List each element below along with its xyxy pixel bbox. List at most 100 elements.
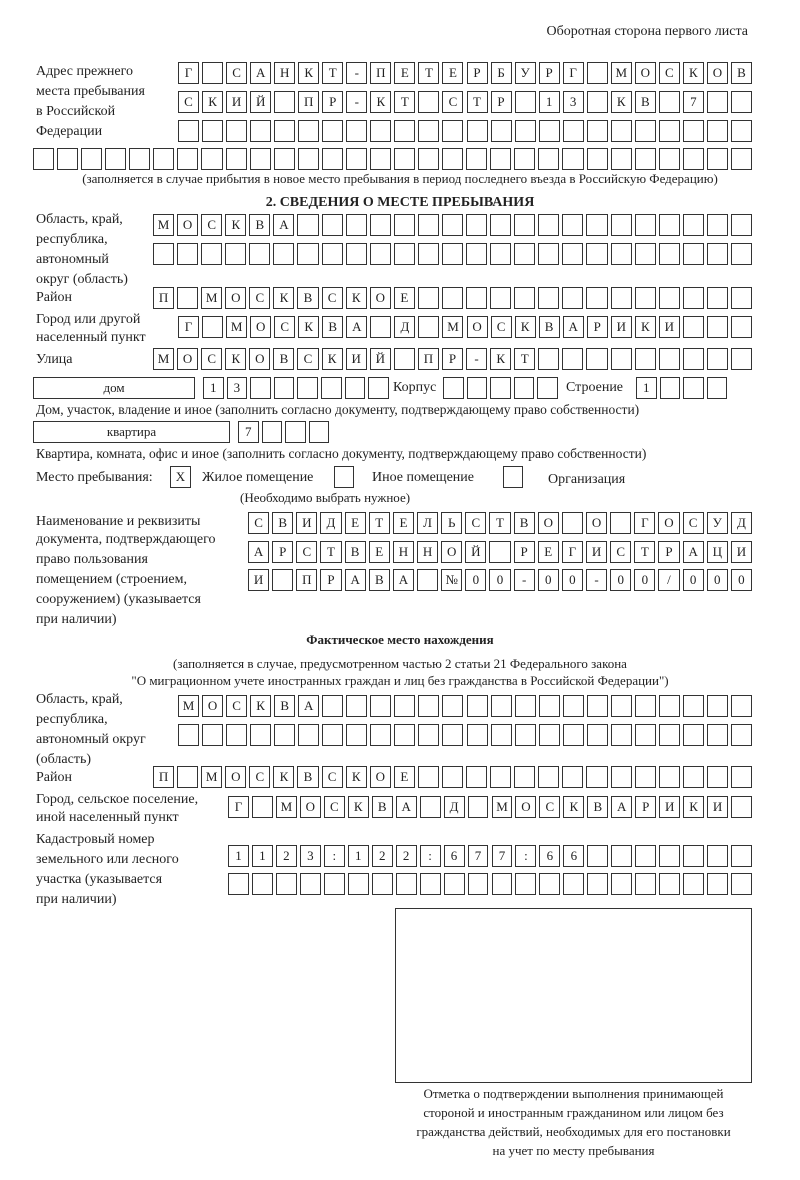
char-cell[interactable]: 0 [730,569,752,591]
char-cell[interactable] [251,796,273,818]
char-cell[interactable]: 2 [395,845,417,867]
char-cell[interactable]: А [562,316,584,338]
char-cell[interactable]: Т [418,62,440,84]
char-cell[interactable] [562,766,584,788]
char-cell[interactable] [562,243,584,265]
char-cell[interactable] [369,214,391,236]
char-cell[interactable]: В [730,62,752,84]
char-cell[interactable] [538,724,560,746]
char-cell[interactable]: С [226,62,248,84]
char-cell[interactable] [538,148,560,170]
char-cell[interactable] [322,724,344,746]
char-cell[interactable]: Г [178,62,200,84]
char-cell[interactable] [467,796,489,818]
char-cell[interactable]: И [586,541,608,563]
char-cell[interactable] [610,766,632,788]
char-cell[interactable]: Т [368,512,390,534]
char-cell[interactable]: 0 [537,569,559,591]
char-cell[interactable] [634,766,656,788]
char-cell[interactable] [272,569,294,591]
char-cell[interactable] [562,695,584,717]
char-cell[interactable] [466,766,488,788]
char-cell[interactable] [417,766,439,788]
char-cell[interactable]: С [178,91,200,113]
char-cell[interactable]: Т [634,541,656,563]
char-cell[interactable] [33,148,55,170]
char-cell[interactable]: Ц [706,541,728,563]
char-cell[interactable] [611,873,633,895]
char-cell[interactable] [466,214,488,236]
char-cell[interactable] [658,287,680,309]
char-cell[interactable] [706,724,728,746]
char-cell[interactable]: А [346,316,368,338]
char-cell[interactable]: О [586,512,608,534]
char-cell[interactable] [706,120,728,142]
char-cell[interactable] [274,120,296,142]
char-cell[interactable] [273,243,295,265]
char-cell[interactable]: С [249,287,271,309]
char-cell[interactable]: И [707,796,729,818]
char-cell[interactable] [658,243,680,265]
char-cell[interactable] [634,214,656,236]
char-cell[interactable] [226,120,248,142]
char-cell[interactable] [418,148,440,170]
char-cell[interactable] [285,421,306,443]
char-cell[interactable]: Д [443,796,465,818]
char-cell[interactable] [561,512,583,534]
char-cell[interactable]: С [539,796,561,818]
char-cell[interactable] [177,766,199,788]
char-cell[interactable] [297,214,319,236]
char-cell[interactable] [682,724,704,746]
char-cell[interactable]: К [514,316,536,338]
char-cell[interactable] [683,873,705,895]
char-cell[interactable]: О [177,348,199,370]
char-cell[interactable] [538,214,560,236]
char-cell[interactable]: Д [730,512,752,534]
char-cell[interactable] [682,243,704,265]
char-cell[interactable]: К [225,214,247,236]
char-cell[interactable]: О [249,348,271,370]
char-cell[interactable]: А [250,62,272,84]
char-cell[interactable] [418,724,440,746]
char-cell[interactable]: 2 [371,845,393,867]
char-cell[interactable] [225,148,247,170]
char-cell[interactable] [683,845,705,867]
char-cell[interactable] [178,120,200,142]
char-cell[interactable]: Г [178,316,200,338]
char-cell[interactable] [610,243,632,265]
char-cell[interactable]: Р [272,541,294,563]
char-cell[interactable] [538,695,560,717]
char-cell[interactable] [706,316,728,338]
char-cell[interactable]: А [344,569,366,591]
char-cell[interactable]: 1 [538,91,560,113]
char-cell[interactable] [153,148,175,170]
stay-option-residential-checkbox[interactable]: X [170,466,191,488]
char-cell[interactable] [261,421,283,443]
char-cell[interactable]: И [296,512,318,534]
char-cell[interactable]: К [345,766,367,788]
char-cell[interactable] [322,120,344,142]
char-cell[interactable]: С [658,62,680,84]
char-cell[interactable] [466,287,488,309]
char-cell[interactable] [730,348,752,370]
char-cell[interactable]: К [298,62,320,84]
char-cell[interactable] [658,695,680,717]
char-cell[interactable] [371,873,393,895]
char-cell[interactable] [344,377,366,399]
char-cell[interactable]: 6 [563,845,585,867]
char-cell[interactable] [658,148,680,170]
char-cell[interactable] [419,796,441,818]
char-cell[interactable]: 0 [561,569,583,591]
char-cell[interactable]: 1 [636,377,657,399]
char-cell[interactable]: С [465,512,487,534]
char-cell[interactable] [322,695,344,717]
char-cell[interactable]: Й [369,348,391,370]
char-cell[interactable] [443,873,465,895]
char-cell[interactable] [490,120,512,142]
char-cell[interactable]: П [153,766,175,788]
char-cell[interactable]: С [490,316,512,338]
char-cell[interactable]: В [297,766,319,788]
char-cell[interactable] [442,724,464,746]
char-cell[interactable]: Е [344,512,366,534]
char-cell[interactable] [635,845,657,867]
